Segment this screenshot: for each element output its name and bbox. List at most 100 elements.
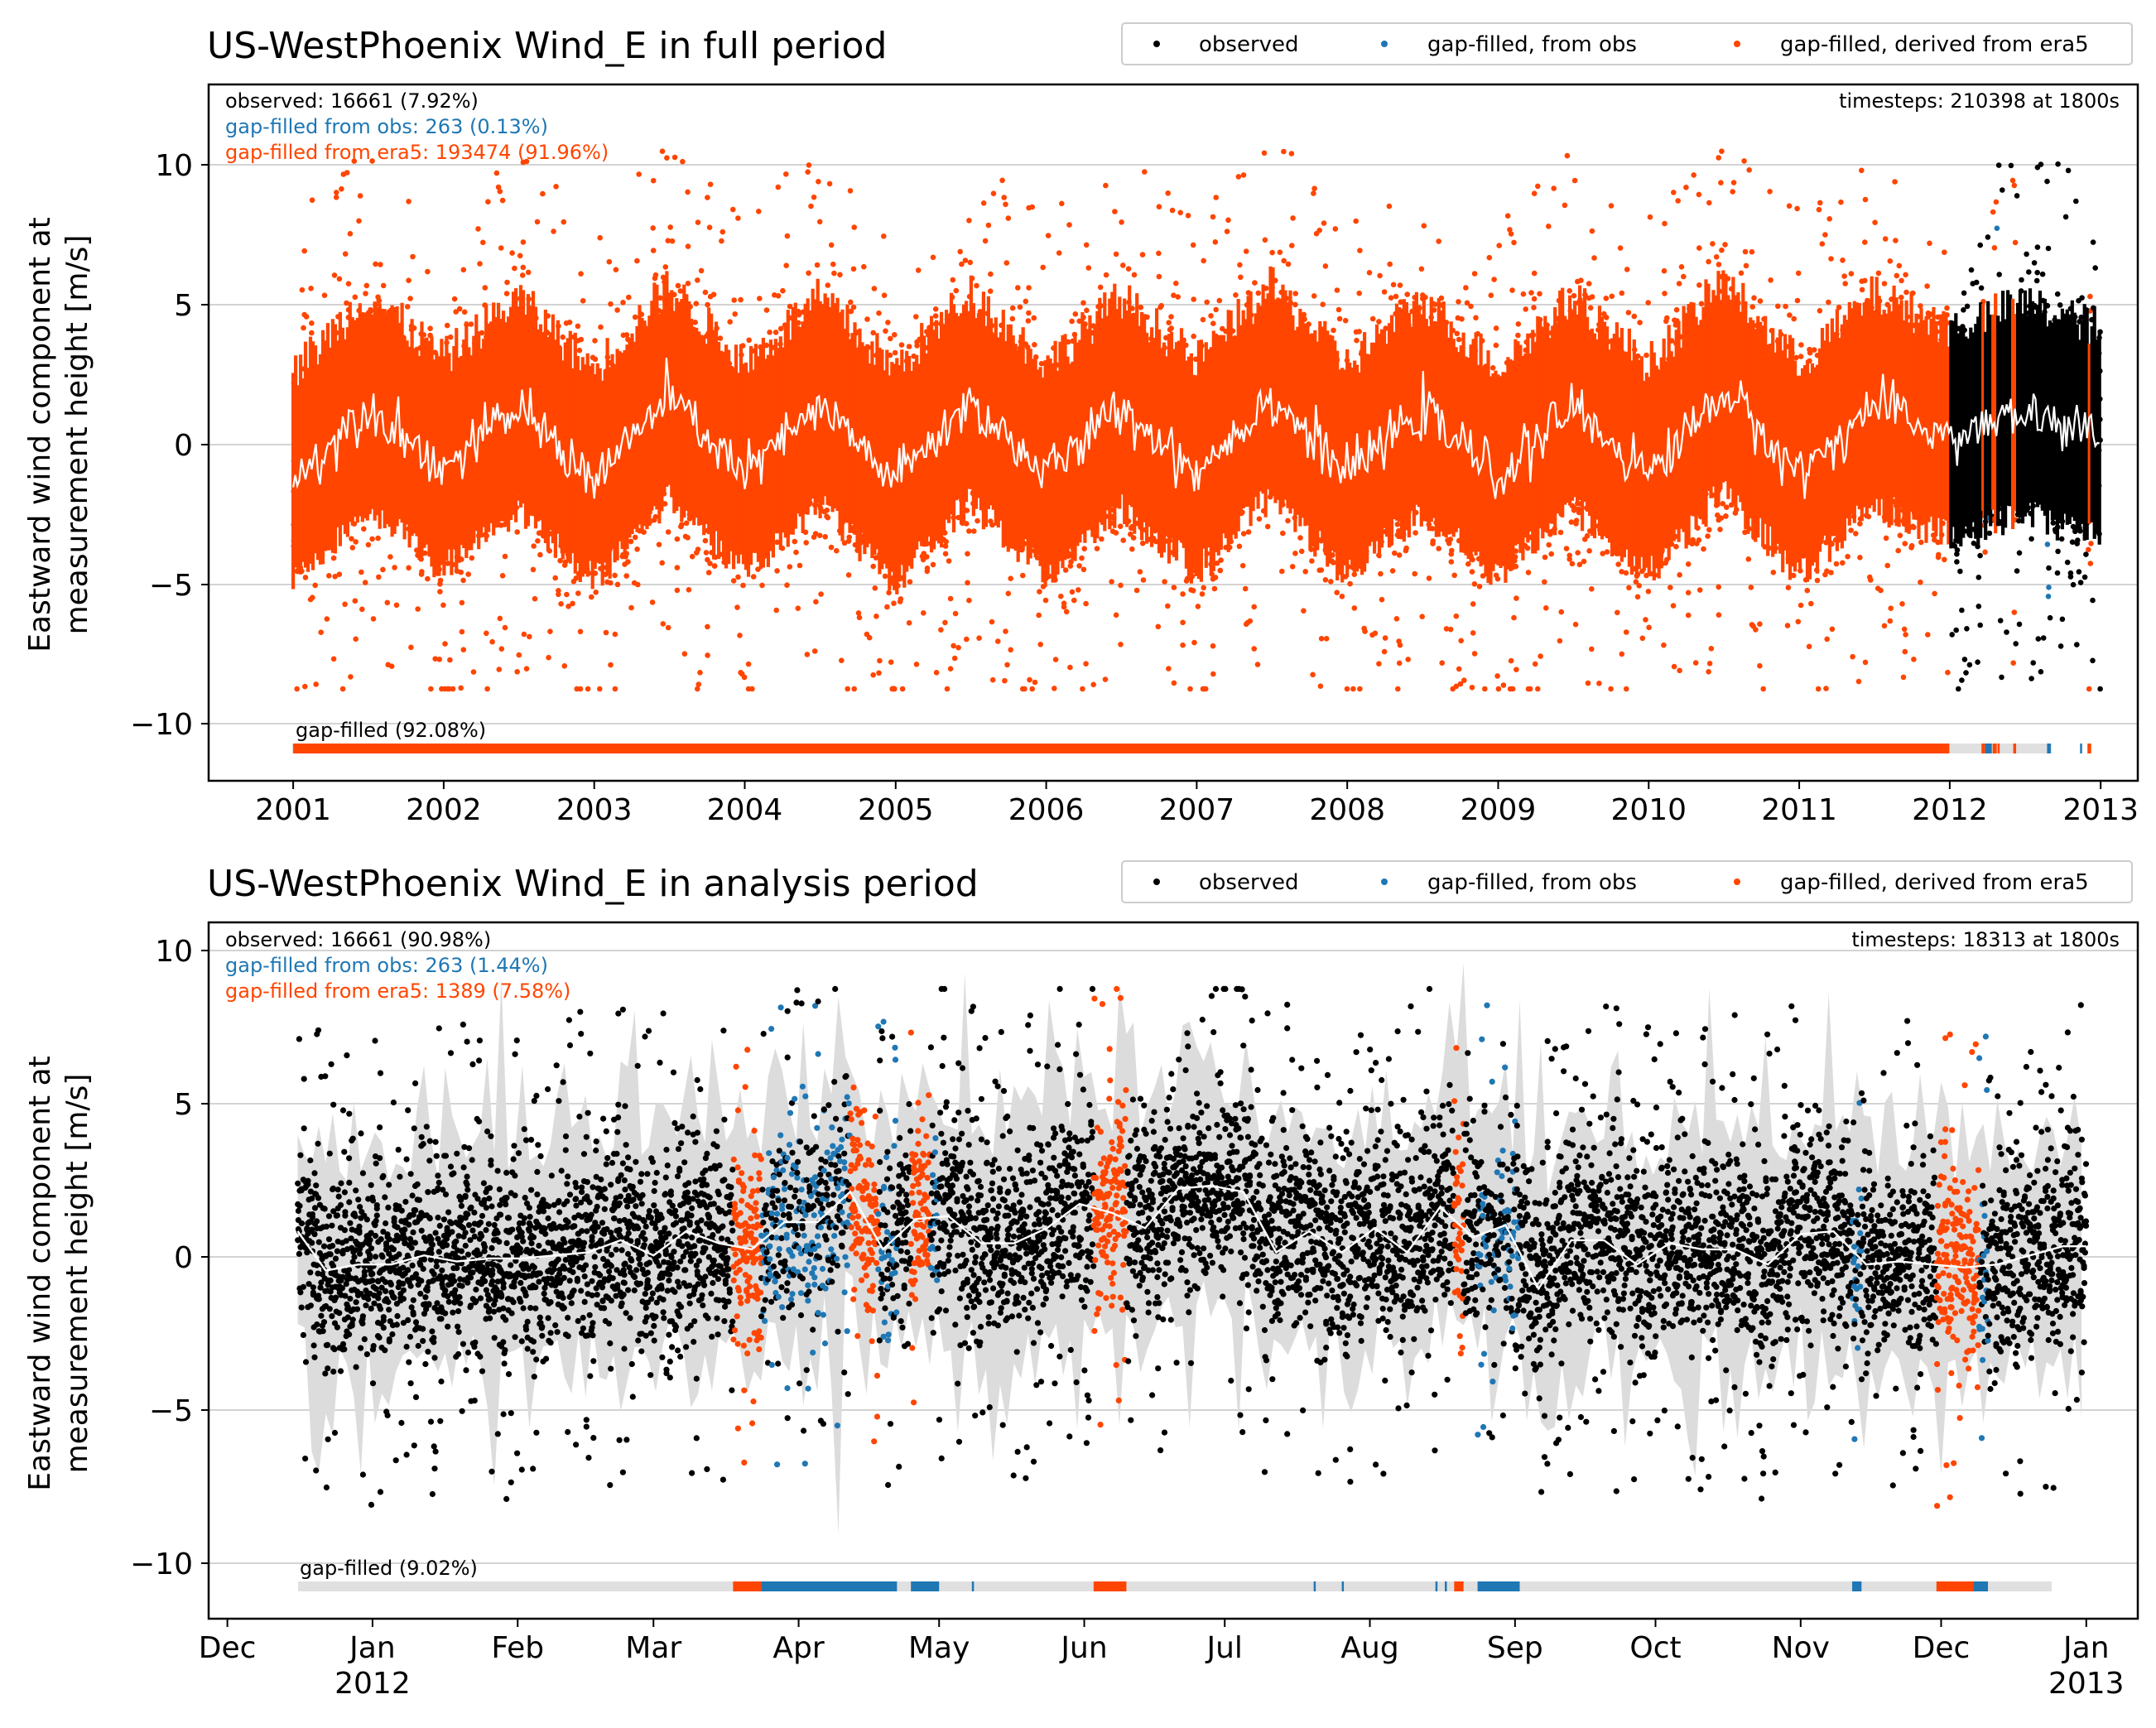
era5-point bbox=[1004, 662, 1010, 668]
era5-point bbox=[913, 314, 919, 320]
era5-point bbox=[813, 599, 819, 605]
era5-point bbox=[489, 638, 495, 645]
era5-point bbox=[303, 314, 310, 320]
era5-point bbox=[705, 623, 710, 630]
era5-point bbox=[470, 669, 477, 675]
era5-point bbox=[1119, 219, 1124, 225]
era5-point bbox=[679, 522, 685, 527]
era5-point bbox=[772, 330, 779, 335]
era5-point bbox=[512, 265, 517, 272]
era5-point bbox=[359, 569, 364, 575]
era5-point bbox=[1031, 315, 1037, 321]
era5-point bbox=[520, 264, 527, 271]
era5-point bbox=[351, 158, 358, 164]
era5-point bbox=[608, 662, 614, 668]
era5-point bbox=[460, 577, 466, 584]
era5-point bbox=[732, 311, 738, 317]
era5-point bbox=[1076, 563, 1082, 569]
era5-point bbox=[1112, 209, 1118, 214]
era5-point bbox=[1120, 537, 1126, 543]
era5-point bbox=[808, 203, 814, 209]
era5-point bbox=[697, 670, 703, 676]
era5-point bbox=[971, 528, 977, 534]
era5-point bbox=[1029, 204, 1035, 210]
era5-point bbox=[681, 651, 688, 657]
era5-point bbox=[837, 272, 843, 278]
era5-point bbox=[1009, 305, 1016, 311]
era5-point bbox=[1094, 546, 1100, 551]
era5-point bbox=[830, 261, 836, 267]
era5-point bbox=[664, 155, 670, 161]
era5-point bbox=[674, 565, 681, 570]
era5-point bbox=[906, 620, 912, 626]
era5-point bbox=[811, 194, 817, 200]
era5-point bbox=[1008, 575, 1013, 581]
era5-point bbox=[632, 314, 638, 320]
era5-point bbox=[1009, 315, 1016, 322]
era5-point bbox=[369, 158, 375, 164]
era5-point bbox=[735, 574, 741, 580]
era5-point bbox=[795, 605, 801, 611]
era5-point bbox=[1005, 215, 1012, 221]
era5-point bbox=[445, 561, 451, 566]
era5-point bbox=[534, 219, 541, 225]
era5-point bbox=[406, 277, 411, 284]
era5-point bbox=[308, 286, 314, 291]
era5-point bbox=[1118, 582, 1124, 589]
era5-point bbox=[1003, 628, 1008, 634]
era5-point bbox=[995, 638, 1001, 644]
era5-point bbox=[453, 309, 459, 315]
era5-point bbox=[1069, 318, 1075, 325]
era5-point bbox=[369, 536, 375, 542]
era5-point bbox=[432, 656, 438, 662]
era5-point bbox=[626, 294, 632, 301]
era5-point bbox=[1063, 609, 1070, 615]
era5-point bbox=[1120, 262, 1126, 268]
era5-point bbox=[888, 659, 894, 665]
era5-point bbox=[767, 330, 772, 335]
era5-point bbox=[851, 224, 857, 230]
era5-point bbox=[589, 594, 594, 600]
era5-point bbox=[348, 674, 354, 680]
era5-point bbox=[375, 535, 381, 542]
era5-point bbox=[692, 320, 698, 325]
era5-point bbox=[759, 582, 765, 589]
era5-point bbox=[947, 595, 954, 602]
era5-point bbox=[514, 529, 520, 535]
era5-point bbox=[349, 545, 356, 551]
era5-point bbox=[1071, 597, 1077, 604]
legend-frame bbox=[1121, 22, 2133, 65]
era5-point bbox=[332, 574, 339, 580]
era5-point bbox=[465, 571, 471, 577]
era5-point bbox=[738, 296, 744, 303]
era5-point bbox=[727, 319, 733, 325]
era5-point bbox=[482, 285, 488, 291]
era5-point bbox=[953, 287, 960, 294]
era5-point bbox=[334, 190, 339, 195]
era5-point bbox=[425, 268, 431, 275]
era5-point bbox=[649, 599, 656, 605]
era5-point bbox=[336, 276, 343, 282]
era5-point bbox=[872, 585, 878, 591]
era5-point bbox=[406, 199, 411, 205]
era5-point bbox=[635, 581, 641, 588]
era5-point bbox=[906, 344, 912, 349]
era5-point bbox=[1001, 195, 1007, 200]
era5-point bbox=[871, 286, 878, 291]
era5-point bbox=[734, 604, 740, 610]
era5-point bbox=[703, 550, 710, 556]
era5-point bbox=[1080, 300, 1086, 306]
era5-point bbox=[932, 313, 939, 319]
era5-point bbox=[1067, 664, 1073, 671]
era5-point bbox=[592, 356, 599, 363]
era5-point bbox=[667, 224, 673, 230]
era5-point bbox=[845, 686, 850, 692]
era5-point bbox=[499, 197, 506, 204]
legend-gap-obs-marker bbox=[1381, 41, 1388, 47]
era5-point bbox=[1085, 265, 1092, 271]
era5-point bbox=[620, 300, 626, 306]
era5-point bbox=[952, 610, 959, 617]
era5-point bbox=[597, 234, 603, 241]
era5-point bbox=[459, 628, 465, 635]
era5-point bbox=[575, 590, 581, 596]
